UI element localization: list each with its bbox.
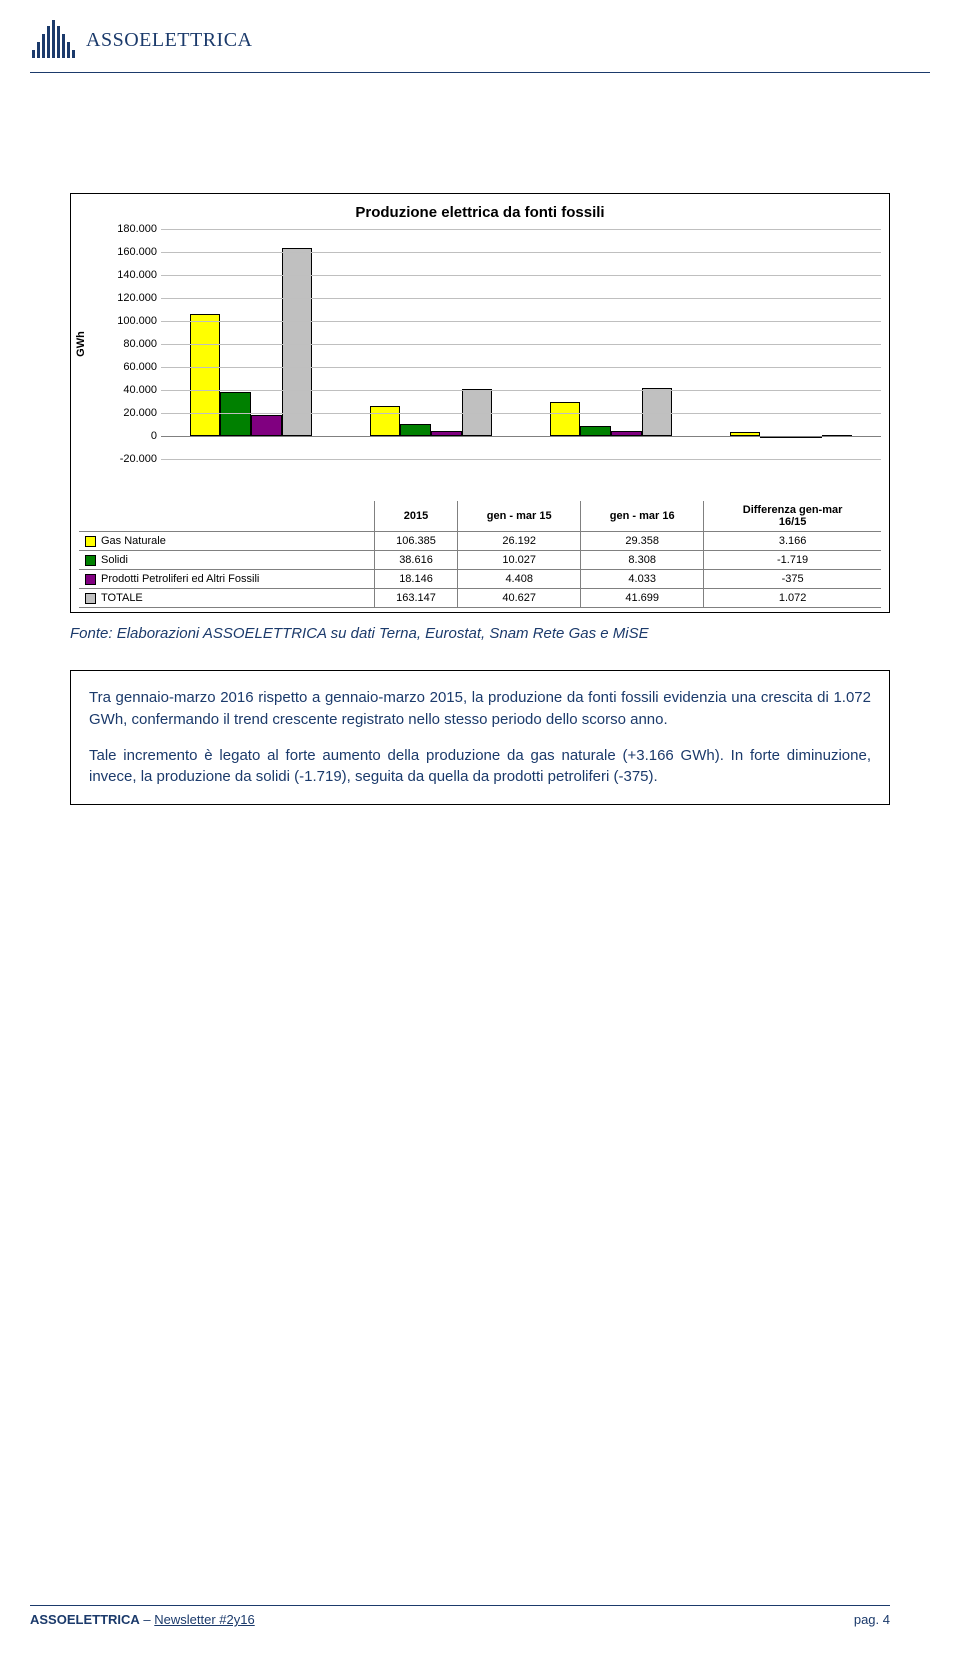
table-row: Solidi38.61610.0278.308-1.719: [79, 551, 881, 570]
table-cell: 163.147: [374, 589, 457, 608]
table-col-header: gen - mar 16: [581, 501, 704, 532]
footer-sep: –: [140, 1612, 154, 1627]
chart-bar: [580, 426, 611, 436]
chart-ytick: 40.000: [123, 384, 157, 396]
chart-card: Produzione elettrica da fonti fossili GW…: [70, 193, 890, 613]
chart-ytick: 160.000: [117, 246, 157, 258]
table-cell: 4.408: [458, 570, 581, 589]
table-cell: 26.192: [458, 532, 581, 551]
table-row: TOTALE163.14740.62741.6991.072: [79, 589, 881, 608]
table-cell: 18.146: [374, 570, 457, 589]
table-row: Gas Naturale106.38526.19229.3583.166: [79, 532, 881, 551]
table-cell: 38.616: [374, 551, 457, 570]
chart-bar: [370, 406, 401, 436]
analysis-textbox: Tra gennaio-marzo 2016 rispetto a gennai…: [70, 670, 890, 805]
table-col-header: Differenza gen-mar16/15: [704, 501, 881, 532]
chart-yticks: 180.000160.000140.000120.000100.00080.00…: [105, 229, 161, 459]
chart-gridline: [161, 344, 881, 345]
table-row-label: Prodotti Petroliferi ed Altri Fossili: [79, 570, 374, 589]
source-line: Fonte: Elaborazioni ASSOELETTRICA su dat…: [70, 625, 890, 642]
chart-bar: [251, 415, 282, 436]
footer-brand: ASSOELETTRICA: [30, 1612, 140, 1627]
chart-y-label: GWh: [75, 331, 87, 357]
analysis-paragraph: Tale incremento è legato al forte aument…: [89, 745, 871, 789]
table-cell: 10.027: [458, 551, 581, 570]
chart-ytick: 80.000: [123, 338, 157, 350]
legend-swatch-icon: [85, 593, 96, 604]
chart-gridline: [161, 298, 881, 299]
table-cell: 3.166: [704, 532, 881, 551]
legend-swatch-icon: [85, 555, 96, 566]
chart-title: Produzione elettrica da fonti fossili: [79, 204, 881, 221]
page-number: pag. 4: [854, 1612, 890, 1627]
table-row-label: Solidi: [79, 551, 374, 570]
chart-gridline: [161, 413, 881, 414]
table-col-header: gen - mar 15: [458, 501, 581, 532]
table-cell: 4.033: [581, 570, 704, 589]
chart-zeroline: [161, 436, 881, 437]
table-row: Prodotti Petroliferi ed Altri Fossili18.…: [79, 570, 881, 589]
chart-ytick: 140.000: [117, 269, 157, 281]
chart-bar: [282, 248, 313, 436]
chart-ytick: 20.000: [123, 407, 157, 419]
legend-swatch-icon: [85, 536, 96, 547]
page-header: ASSOELETTRICA: [0, 0, 960, 70]
table-cell: 29.358: [581, 532, 704, 551]
table-cell: 40.627: [458, 589, 581, 608]
table-col-header: 2015: [374, 501, 457, 532]
table-row-label: TOTALE: [79, 589, 374, 608]
chart-bar: [642, 388, 673, 436]
chart-ytick: 100.000: [117, 315, 157, 327]
chart-ytick: 0: [151, 430, 157, 442]
brand-name: ASSOELETTRICA: [86, 29, 253, 52]
chart-gridline: [161, 229, 881, 230]
chart-gridline: [161, 252, 881, 253]
chart-bar: [550, 402, 581, 436]
table-cell: 106.385: [374, 532, 457, 551]
table-cell: 41.699: [581, 589, 704, 608]
chart-area: [161, 229, 881, 459]
table-cell: 1.072: [704, 589, 881, 608]
chart-gridline: [161, 367, 881, 368]
chart-gridline: [161, 275, 881, 276]
analysis-paragraph: Tra gennaio-marzo 2016 rispetto a gennai…: [89, 687, 871, 731]
chart-bar: [400, 424, 431, 436]
table-cell: -375: [704, 570, 881, 589]
chart-gridline: [161, 321, 881, 322]
page-footer: ASSOELETTRICA – Newsletter #2y16 pag. 4: [0, 1605, 960, 1627]
chart-ytick: 120.000: [117, 292, 157, 304]
chart-bar: [190, 314, 221, 436]
chart-plot: GWh 180.000160.000140.000120.000100.0008…: [79, 229, 881, 459]
chart-ytick: -20.000: [120, 453, 157, 465]
header-rule: [30, 72, 930, 73]
chart-ytick: 180.000: [117, 223, 157, 235]
chart-gridline: [161, 390, 881, 391]
table-cell: -1.719: [704, 551, 881, 570]
table-cell: 8.308: [581, 551, 704, 570]
chart-data-table: 2015gen - mar 15gen - mar 16Differenza g…: [79, 501, 881, 608]
chart-gridline: [161, 459, 881, 460]
legend-swatch-icon: [85, 574, 96, 585]
footer-rule: [30, 1605, 890, 1606]
assoelettrica-logo-icon: [30, 20, 78, 60]
footer-newsletter: Newsletter #2y16: [154, 1612, 254, 1627]
chart-ytick: 60.000: [123, 361, 157, 373]
table-row-label: Gas Naturale: [79, 532, 374, 551]
